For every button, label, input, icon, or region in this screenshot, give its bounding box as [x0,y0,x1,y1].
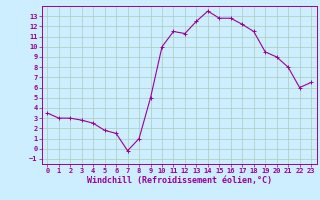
X-axis label: Windchill (Refroidissement éolien,°C): Windchill (Refroidissement éolien,°C) [87,176,272,185]
